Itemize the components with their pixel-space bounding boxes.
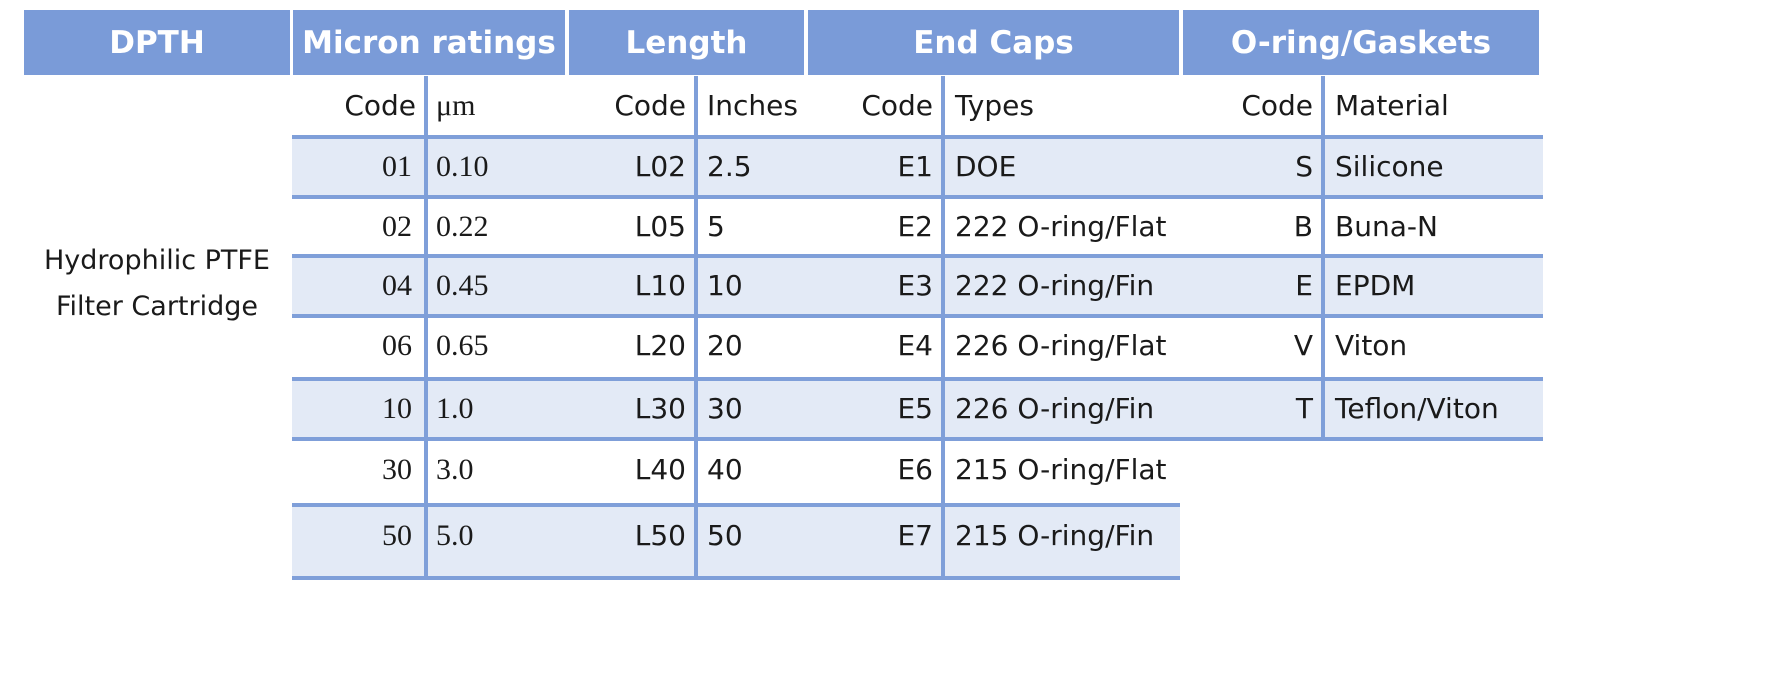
endcap-type-cell: 226 O-ring/Flat — [955, 329, 1167, 362]
micron-value-cell: 1.0 — [436, 392, 474, 425]
endcap-code-cell: E6 — [897, 453, 933, 486]
length-value-cell: 40 — [707, 453, 743, 486]
subheader-micron-code: Code — [344, 89, 416, 122]
micron-value-cell: 0.22 — [436, 210, 489, 243]
endcap-code-cell: E5 — [897, 392, 933, 425]
endcap-code-cell: E1 — [897, 150, 933, 183]
subheader-endcaps-code: Code — [861, 89, 933, 122]
endcap-code-cell: E7 — [897, 519, 933, 552]
length-code-cell: L30 — [634, 392, 686, 425]
header-dpth: DPTH — [24, 10, 290, 75]
endcap-type-cell: 222 O-ring/Flat — [955, 210, 1167, 243]
oring-material-cell: Silicone — [1335, 150, 1444, 183]
subheader-oring-material: Material — [1335, 89, 1449, 122]
micron-value-cell: 0.45 — [436, 269, 489, 302]
row-divider — [292, 135, 1543, 139]
oring-code-cell: B — [1293, 210, 1313, 243]
micron-value-cell: 5.0 — [436, 519, 474, 552]
column-divider — [424, 76, 428, 579]
row-divider — [292, 195, 1543, 199]
endcap-code-cell: E3 — [897, 269, 933, 302]
length-value-cell: 20 — [707, 329, 743, 362]
filter-code-table: DPTH Micron ratings Length End Caps O-ri… — [24, 10, 1543, 580]
endcap-type-cell: 226 O-ring/Fin — [955, 392, 1155, 425]
row-divider — [292, 314, 1543, 318]
product-description: Hydrophilic PTFE Filter Cartridge — [24, 238, 290, 330]
micron-code-cell: 50 — [382, 519, 412, 552]
length-value-cell: 10 — [707, 269, 743, 302]
product-line-2: Filter Cartridge — [55, 291, 259, 322]
oring-code-cell: E — [1295, 269, 1313, 302]
micron-code-cell: 06 — [382, 329, 412, 362]
micron-code-cell: 02 — [382, 210, 412, 243]
header-length: Length — [569, 10, 804, 75]
endcap-type-cell: 215 O-ring/Flat — [955, 453, 1167, 486]
endcap-type-cell: 222 O-ring/Fin — [955, 269, 1155, 302]
length-value-cell: 5 — [707, 210, 725, 243]
oring-material-cell: Viton — [1335, 329, 1408, 362]
length-value-cell: 2.5 — [707, 150, 752, 183]
subheader-oring-code: Code — [1241, 89, 1313, 122]
row-stripe — [292, 379, 1543, 438]
row-divider — [292, 576, 1180, 580]
micron-value-cell: 0.65 — [436, 329, 489, 362]
length-code-cell: L02 — [634, 150, 686, 183]
oring-code-cell: V — [1293, 329, 1313, 362]
row-divider — [292, 503, 1180, 507]
length-value-cell: 50 — [707, 519, 743, 552]
micron-value-cell: 0.10 — [436, 150, 489, 183]
column-divider — [941, 76, 945, 579]
row-divider — [292, 437, 1543, 441]
endcap-type-cell: 215 O-ring/Fin — [955, 519, 1155, 552]
column-divider — [694, 76, 698, 579]
row-stripe — [292, 256, 1543, 315]
oring-code-cell: S — [1295, 150, 1313, 183]
product-line-1: Hydrophilic PTFE — [44, 245, 270, 276]
length-code-cell: L50 — [634, 519, 686, 552]
length-code-cell: L40 — [634, 453, 686, 486]
micron-code-cell: 10 — [382, 392, 412, 425]
row-stripe — [292, 137, 1543, 196]
row-divider — [292, 377, 1543, 381]
subheader-micron-unit: μm — [436, 89, 476, 122]
subheader-length-inches: Inches — [707, 89, 798, 122]
header-micron-ratings: Micron ratings — [293, 10, 565, 75]
endcap-code-cell: E4 — [897, 329, 933, 362]
oring-material-cell: EPDM — [1335, 269, 1416, 302]
oring-material-cell: Teflon/Viton — [1335, 392, 1499, 425]
length-code-cell: L10 — [634, 269, 686, 302]
length-value-cell: 30 — [707, 392, 743, 425]
column-divider — [1321, 76, 1325, 440]
oring-material-cell: Buna-N — [1335, 210, 1438, 243]
row-divider — [292, 254, 1543, 258]
row-stripe — [292, 505, 1180, 577]
header-o-ring-gaskets: O-ring/Gaskets — [1183, 10, 1539, 75]
micron-code-cell: 01 — [382, 150, 412, 183]
subheader-length-code: Code — [614, 89, 686, 122]
subheader-endcaps-types: Types — [955, 89, 1034, 122]
length-code-cell: L20 — [634, 329, 686, 362]
oring-code-cell: T — [1295, 392, 1313, 425]
endcap-type-cell: DOE — [955, 150, 1017, 183]
micron-code-cell: 30 — [382, 453, 412, 486]
endcap-code-cell: E2 — [897, 210, 933, 243]
micron-code-cell: 04 — [382, 269, 412, 302]
length-code-cell: L05 — [634, 210, 686, 243]
header-end-caps: End Caps — [808, 10, 1179, 75]
micron-value-cell: 3.0 — [436, 453, 474, 486]
